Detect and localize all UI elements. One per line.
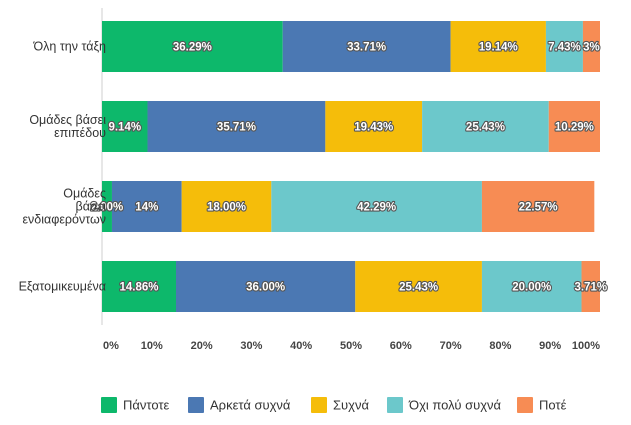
legend-item: Συχνά	[311, 397, 369, 413]
category-label: Όλη την τάξη	[32, 40, 106, 54]
x-tick-label: 10%	[141, 340, 163, 352]
data-label: 36.00%	[246, 282, 285, 294]
legend-label: Συχνά	[333, 398, 369, 413]
x-tick-label: 100%	[572, 340, 600, 352]
legend-swatch	[517, 397, 533, 413]
data-label: 36.29%	[173, 42, 212, 54]
category-label: Ομάδες βάσει επιπέδου	[29, 113, 106, 140]
data-label: 3.71%	[574, 282, 607, 294]
bar-segment	[481, 261, 582, 312]
bar-segment	[176, 261, 356, 312]
data-label: 14%	[135, 202, 158, 214]
bar-segment	[102, 181, 112, 232]
bar-segment	[147, 101, 326, 152]
bar-segment	[582, 21, 600, 72]
data-label: 10.29%	[555, 122, 594, 134]
legend-item: Ποτέ	[517, 397, 567, 413]
data-label: 9.14%	[108, 122, 141, 134]
data-label: 19.14%	[479, 42, 518, 54]
legend-swatch	[188, 397, 204, 413]
data-label: 2.00%	[91, 202, 124, 214]
legend-label: Όχι πολύ συχνά	[408, 398, 502, 413]
category-label: Εξατομικευμένα	[19, 280, 106, 294]
x-tick-label: 80%	[489, 340, 511, 352]
x-tick-label: 70%	[440, 340, 462, 352]
bar-segment	[271, 181, 482, 232]
data-label: 3%	[583, 42, 600, 54]
bar-segment	[181, 181, 272, 232]
data-label: 25.43%	[399, 282, 438, 294]
data-label: 35.71%	[217, 122, 256, 134]
bar-segment	[548, 101, 600, 152]
bar-segment	[545, 21, 583, 72]
bar-segment	[422, 101, 549, 152]
data-label: 20.00%	[512, 282, 551, 294]
data-label: 42.29%	[357, 202, 396, 214]
data-label: 25.43%	[466, 122, 505, 134]
legend-item: Αρκετά συχνά	[188, 397, 291, 413]
x-tick-label: 90%	[539, 340, 561, 352]
bar-segment	[102, 101, 148, 152]
legend-label: Πάντοτε	[123, 398, 170, 413]
legend-swatch	[101, 397, 117, 413]
x-tick-label: 20%	[191, 340, 213, 352]
data-label: 33.71%	[347, 42, 386, 54]
x-tick-label: 30%	[240, 340, 262, 352]
legend-label: Αρκετά συχνά	[210, 398, 291, 413]
legend-swatch	[387, 397, 403, 413]
bar-segment	[581, 261, 600, 312]
category-label: Ομάδες βάσει ενδιαφερόντων	[22, 187, 106, 227]
bar-segment	[450, 21, 546, 72]
bar-segment	[355, 261, 482, 312]
data-label: 7.43%	[548, 42, 581, 54]
bar-segment	[481, 181, 595, 232]
legend-swatch	[311, 397, 327, 413]
x-tick-label: 0%	[103, 340, 119, 352]
data-label: 14.86%	[119, 282, 158, 294]
data-label: 18.00%	[207, 202, 246, 214]
bar-segment	[111, 181, 182, 232]
legend-item: Πάντοτε	[101, 397, 170, 413]
bar-segment	[102, 21, 283, 72]
data-label: 19.43%	[354, 122, 393, 134]
bar-segment	[282, 21, 451, 72]
legend-label: Ποτέ	[539, 398, 567, 413]
legend-item: Όχι πολύ συχνά	[387, 397, 502, 413]
data-label: 22.57%	[519, 202, 558, 214]
x-tick-label: 40%	[290, 340, 312, 352]
bar-segment	[325, 101, 423, 152]
bar-segment	[102, 261, 177, 312]
x-tick-label: 60%	[390, 340, 412, 352]
x-tick-label: 50%	[340, 340, 362, 352]
